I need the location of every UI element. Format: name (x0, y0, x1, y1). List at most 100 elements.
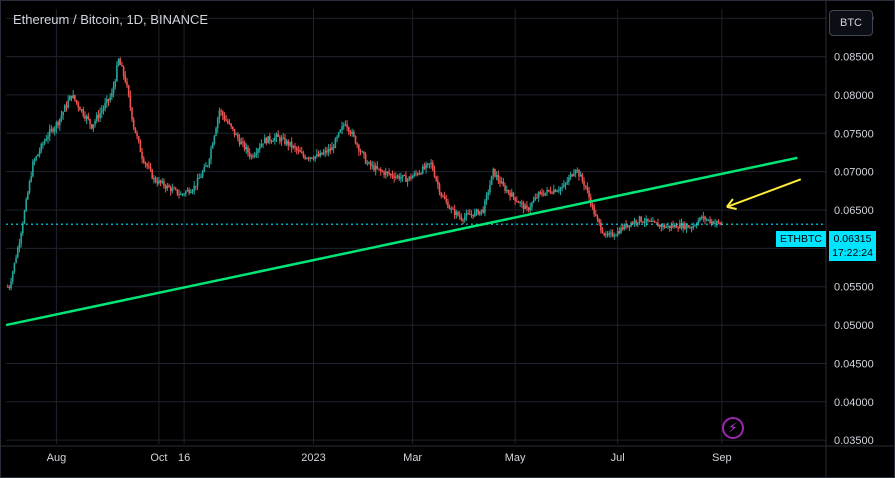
candle-body (206, 165, 209, 167)
candle-body (534, 197, 537, 201)
price-tick-label: 0.05000 (834, 320, 874, 332)
price-tick-label: 0.06500 (834, 205, 874, 217)
candle-body (344, 124, 347, 126)
candle-body (552, 189, 555, 194)
candle-body (258, 147, 261, 150)
candle-body (342, 125, 345, 127)
candle-body (600, 222, 602, 231)
candle-body (67, 100, 69, 108)
candle-body (32, 161, 34, 177)
candle-body (314, 156, 316, 159)
candle-body (179, 193, 182, 195)
candle-body (521, 202, 523, 204)
candle-body (593, 205, 595, 215)
candle-body (452, 208, 454, 210)
price-tick-label: 0.04500 (834, 358, 874, 370)
candle-body (322, 152, 325, 155)
currency-button[interactable]: BTC (829, 10, 873, 36)
candle-body (198, 177, 201, 179)
candle-body (190, 192, 192, 194)
candle-body (647, 218, 649, 221)
candle-body (442, 196, 444, 198)
candle-body (347, 127, 350, 132)
annotation-arrow (726, 178, 802, 208)
candle-body (364, 154, 367, 164)
candle-body (697, 220, 700, 225)
candle-body (458, 215, 461, 217)
candles (6, 57, 723, 291)
candle-body (270, 140, 273, 142)
candle-body (159, 180, 162, 183)
candle-body (594, 214, 597, 217)
candle-body (69, 95, 71, 101)
candle-body (620, 227, 622, 234)
candle-body (381, 171, 384, 173)
candle-body (426, 163, 429, 165)
candle-body (371, 165, 374, 167)
candle-body (334, 138, 337, 149)
candle-body (563, 184, 565, 187)
candle-body (628, 225, 631, 227)
candle-body (359, 150, 362, 152)
candle-body (648, 220, 651, 222)
candle-body (247, 147, 249, 153)
candle-body (129, 95, 132, 108)
candle-body (368, 162, 370, 164)
candle-body (358, 144, 360, 151)
candle-body (384, 171, 387, 175)
candle-body (169, 187, 172, 192)
candle-body (700, 217, 703, 219)
candle-body (601, 230, 604, 234)
candle-body (148, 166, 150, 168)
candle-body (349, 131, 352, 135)
candle-body (435, 176, 437, 181)
candle-body (374, 165, 377, 171)
candle-body (275, 134, 278, 138)
candle-body (603, 233, 605, 236)
candle-body (423, 166, 426, 169)
candle-body (279, 136, 281, 142)
candle-body (82, 109, 85, 116)
candle-body (139, 141, 142, 153)
candle-body (255, 153, 258, 155)
candle-body (317, 154, 320, 157)
lightning-bolt-icon[interactable]: ⚡ (722, 417, 744, 439)
candle-body (588, 190, 590, 198)
candle-body (50, 128, 53, 130)
candle-body (173, 188, 175, 190)
candle-body (35, 156, 38, 160)
time-axis[interactable]: Aug Oct 16 2023 Mar May Jul Sep (1, 445, 894, 464)
candle-body (445, 198, 448, 202)
candle-body (596, 216, 599, 220)
candle-body (561, 186, 563, 188)
candle-body (618, 231, 621, 234)
time-tick-label: Mar (403, 452, 422, 464)
candle-body (311, 157, 313, 159)
candle-body (124, 75, 127, 82)
candle-body (606, 234, 609, 236)
candle-body (233, 128, 236, 135)
candle-body (100, 110, 103, 113)
candle-body (80, 109, 83, 111)
chart-title: Ethereum / Bitcoin, 1D, BINANCE (13, 12, 209, 27)
candle-body (495, 175, 498, 177)
candle-body (692, 225, 695, 229)
candle-body (62, 111, 64, 116)
candle-body (309, 157, 311, 159)
candle-body (37, 154, 39, 157)
candle-body (272, 140, 274, 142)
candle-body (457, 211, 459, 216)
candle-body (440, 192, 443, 197)
candle-body (660, 224, 663, 228)
candle-body (142, 158, 145, 163)
candle-body (337, 132, 340, 137)
candle-body (305, 158, 308, 160)
candle-body (16, 248, 19, 258)
candle-body (477, 209, 479, 215)
candle-body (316, 154, 318, 157)
candle-body (717, 221, 720, 223)
candle-body (356, 143, 358, 145)
candle-body (292, 145, 295, 148)
candle-body (28, 181, 31, 193)
